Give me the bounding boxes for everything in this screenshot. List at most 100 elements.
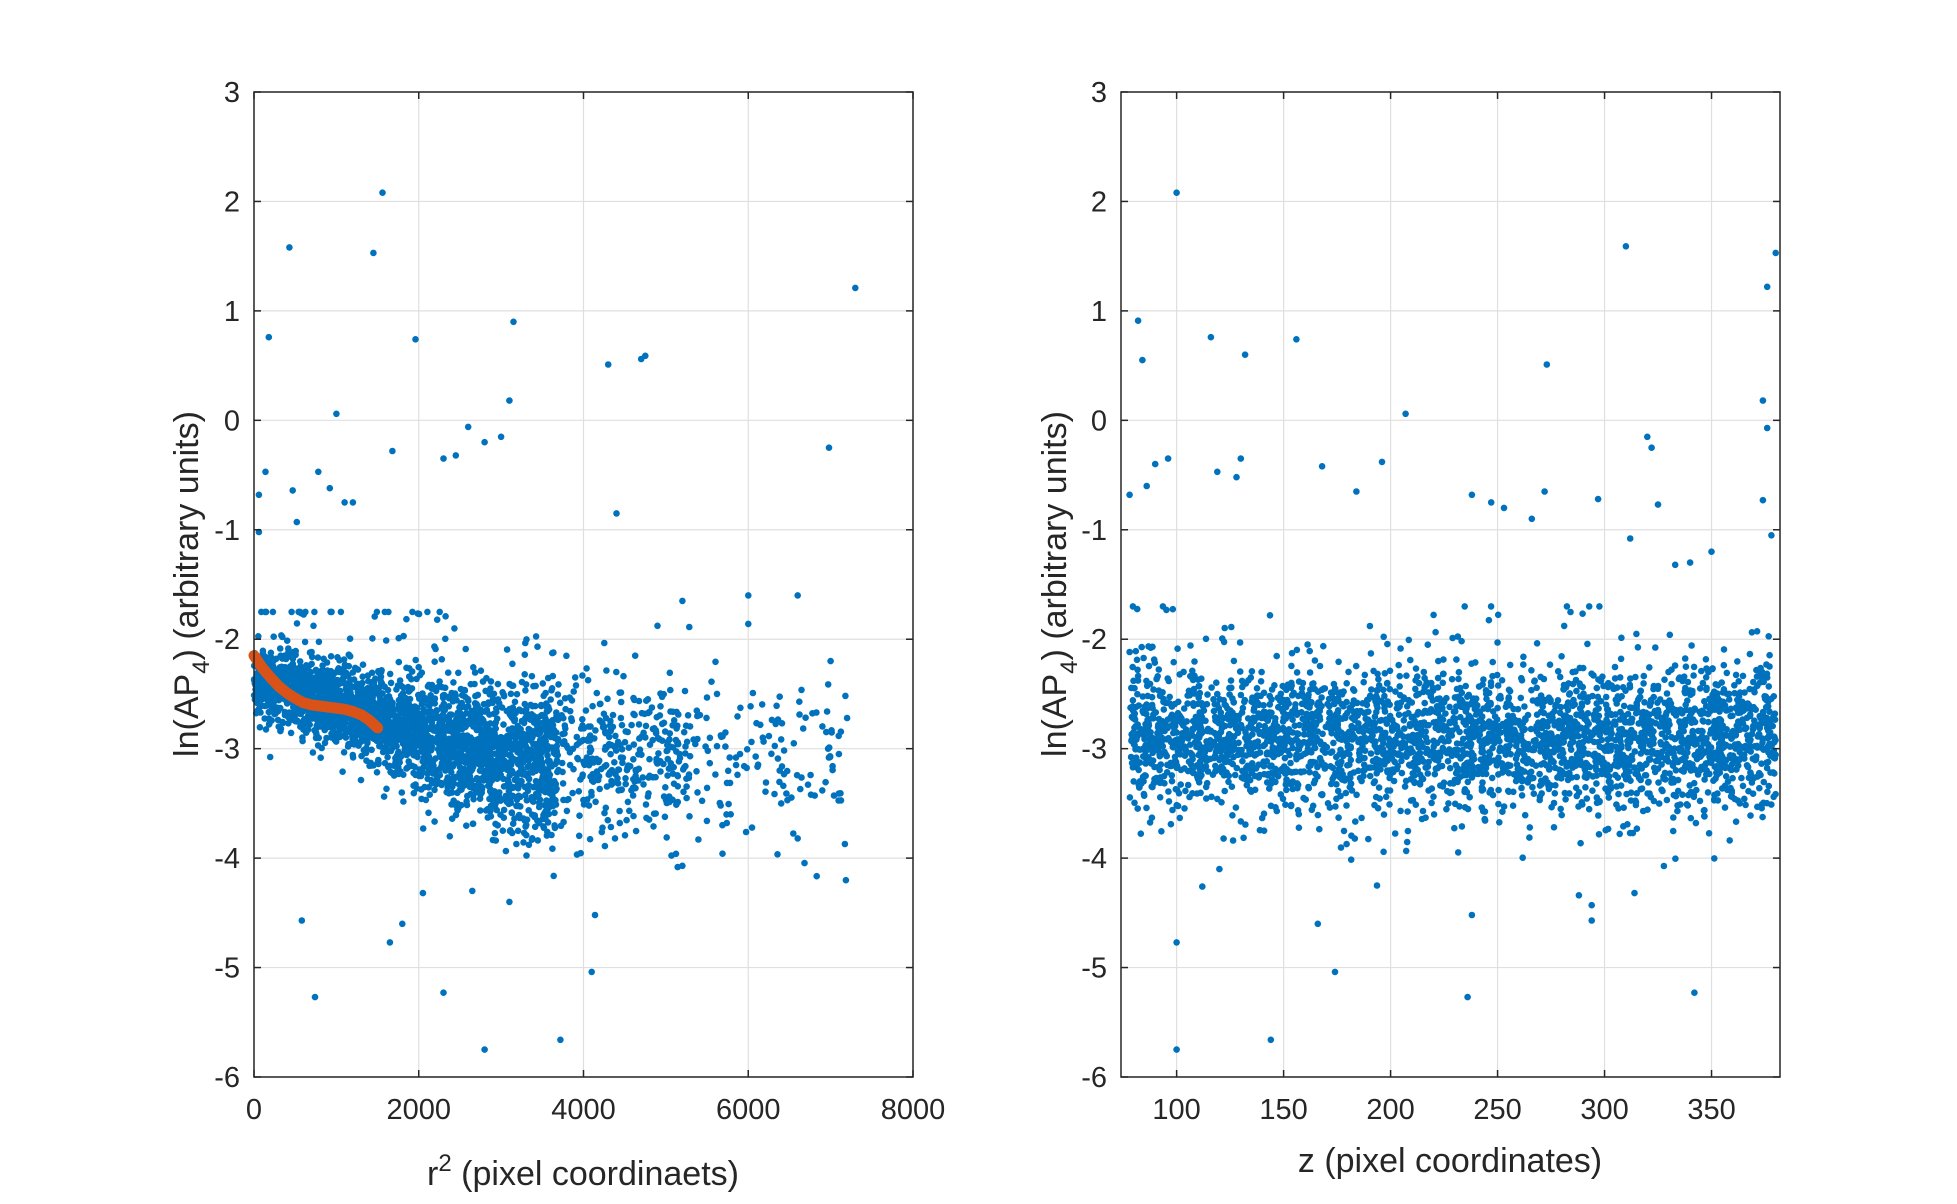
left-data-point <box>716 799 724 807</box>
left-data-point <box>315 468 322 476</box>
left-data-point <box>308 660 316 668</box>
right-data-point <box>1293 669 1301 676</box>
left-data-point <box>330 685 337 693</box>
left-data-point <box>559 768 566 776</box>
left-data-point <box>523 797 531 804</box>
left-data-point <box>600 710 608 718</box>
left-data-point <box>489 836 497 844</box>
right-data-point <box>1451 800 1459 808</box>
right-data-point <box>1690 663 1698 671</box>
right-data-point <box>1169 605 1177 613</box>
left-data-point <box>652 727 660 734</box>
right-data-point <box>1380 633 1387 641</box>
left-data-point <box>508 744 515 751</box>
left-data-point <box>456 769 463 777</box>
left-data-point <box>364 701 372 709</box>
left-data-point <box>452 729 459 737</box>
right-data-point <box>1287 802 1295 810</box>
left-data-point <box>628 721 635 729</box>
left-data-point <box>768 750 775 758</box>
left-data-point <box>478 776 486 783</box>
right-data-point <box>1358 814 1365 822</box>
left-data-point <box>675 758 683 765</box>
right-data-point <box>1533 640 1541 647</box>
right-data-point <box>1255 774 1263 781</box>
left-data-point <box>622 775 629 782</box>
left-data-point <box>436 748 443 756</box>
left-data-point <box>538 767 546 775</box>
left-data-point <box>405 758 413 765</box>
right-data-point <box>1287 759 1294 767</box>
left-data-point <box>562 725 569 732</box>
left-y-tick-label: 3 <box>224 77 240 109</box>
left-data-point <box>427 708 435 715</box>
left-data-point <box>449 783 456 790</box>
left-data-point <box>724 767 732 775</box>
left-data-point <box>679 597 686 605</box>
left-data-point <box>386 939 394 946</box>
left-data-point <box>622 780 629 788</box>
left-data-point <box>369 635 376 642</box>
left-data-point <box>375 760 382 768</box>
left-data-point <box>502 847 510 855</box>
left-data-point <box>520 751 527 759</box>
left-data-point <box>754 763 761 770</box>
right-data-point <box>1430 611 1437 619</box>
left-data-point <box>804 781 812 788</box>
left-data-point <box>451 625 458 632</box>
left-data-point <box>777 800 785 807</box>
right-data-point <box>1632 673 1639 681</box>
left-data-point <box>708 678 715 685</box>
left-data-point <box>413 727 420 734</box>
left-scatter-points <box>250 189 859 1053</box>
left-data-point <box>376 693 384 700</box>
left-data-point <box>604 695 611 703</box>
left-data-point <box>585 802 593 809</box>
left-data-point <box>299 734 306 741</box>
left-data-point <box>410 789 418 797</box>
right-data-point <box>1741 795 1748 803</box>
left-data-point <box>683 783 690 790</box>
left-data-point <box>712 658 719 666</box>
left-data-point <box>681 687 689 695</box>
left-data-point <box>341 661 349 669</box>
left-data-point <box>613 668 620 676</box>
right-data-point <box>1640 680 1647 687</box>
right-data-point <box>1140 792 1148 799</box>
right-data-point <box>1584 640 1591 648</box>
left-data-point <box>583 665 590 672</box>
left-data-point <box>703 784 711 792</box>
left-data-point <box>614 775 621 782</box>
left-data-point <box>554 737 562 744</box>
left-data-point <box>734 713 741 720</box>
left-data-point <box>432 769 440 777</box>
left-data-point <box>500 692 508 700</box>
left-y-tick-label: -1 <box>214 515 240 547</box>
left-data-point <box>669 708 677 716</box>
left-data-point <box>314 654 322 661</box>
right-data-point <box>1633 630 1640 638</box>
left-data-point <box>442 760 450 768</box>
right-data-point <box>1518 784 1525 792</box>
left-data-point <box>798 686 805 694</box>
left-data-point <box>275 723 283 730</box>
left-data-point <box>679 766 687 773</box>
left-data-point <box>398 789 406 796</box>
left-data-point <box>419 730 427 738</box>
left-data-point <box>674 772 682 780</box>
left-data-point <box>547 718 554 726</box>
left-data-point <box>292 651 300 659</box>
left-data-point <box>522 771 529 778</box>
left-data-point <box>667 743 675 751</box>
left-data-point <box>610 779 617 786</box>
left-data-point <box>501 757 508 765</box>
right-data-point <box>1742 801 1749 809</box>
right-data-point <box>1444 757 1452 765</box>
left-data-point <box>607 750 614 758</box>
left-data-point <box>534 643 541 650</box>
left-data-point <box>492 725 500 732</box>
left-data-point <box>522 687 529 694</box>
right-data-point <box>1126 648 1133 656</box>
left-data-point <box>419 769 427 776</box>
left-data-point <box>523 636 530 643</box>
